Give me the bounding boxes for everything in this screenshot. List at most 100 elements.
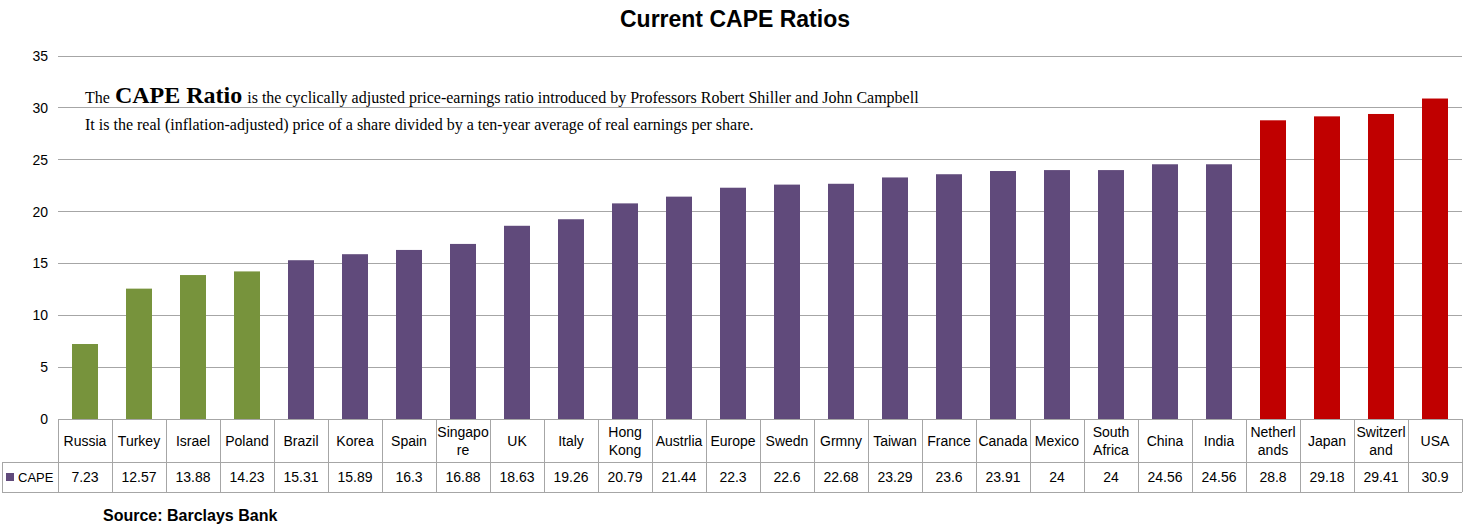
x-tick-label: Brazil [283,433,318,449]
table-value: 23.6 [935,469,962,485]
bar [450,244,476,419]
annotation: The CAPE Ratio is the cyclically adjusted … [85,82,919,108]
y-tick-label: 10 [32,307,48,323]
bar [720,188,746,419]
chart: 05101520253035Current CAPE RatiosTheCAPE… [0,0,1468,528]
table-line [2,462,1462,463]
x-tick-label: Mexico [1035,433,1080,449]
table-line [2,462,3,492]
y-tick-label: 25 [32,152,48,168]
y-tick-label: 15 [32,255,48,271]
table-line [1030,419,1031,492]
bar [1368,114,1394,419]
x-tick-label: Korea [336,433,374,449]
table-value: 24.56 [1201,469,1236,485]
table-value: 22.6 [773,469,800,485]
table-value: 12.57 [121,469,156,485]
table-value: 30.9 [1421,469,1448,485]
table-line [760,419,761,492]
grid-line [58,107,1462,108]
x-tick-label: Japan [1308,433,1346,449]
bar [882,177,908,419]
table-value: 7.23 [71,469,98,485]
table-value: 28.8 [1259,469,1286,485]
table-value: 18.63 [499,469,534,485]
table-line [976,419,977,492]
grid-line [58,263,1462,264]
table-value: 22.3 [719,469,746,485]
bar [666,197,692,419]
bar [180,275,206,419]
grid [58,56,1462,419]
table-line [814,419,815,492]
table-line [1462,419,1463,492]
table-line [1354,419,1355,492]
table-value: 29.18 [1309,469,1344,485]
bar [1260,120,1286,419]
table-line [274,419,275,492]
x-tick-label: China [1147,433,1184,449]
bar [1098,170,1124,419]
bar [936,174,962,419]
annotation-lead: The [85,89,110,106]
x-tick-label: Austrlia [656,433,703,449]
bar [126,289,152,419]
x-tick-label: Grmny [820,433,862,449]
x-tick-label: SouthAfrica [1093,424,1130,458]
table-line [382,419,383,492]
table-value: 15.31 [283,469,318,485]
table-value: 24 [1049,469,1065,485]
grid-line [58,315,1462,316]
bar [990,171,1016,419]
grid-line [58,159,1462,160]
table-line [328,419,329,492]
source: Source: Barclays Bank [103,507,277,524]
annotation-text: is the cyclically adjusted price-earning… [247,89,919,107]
y-tick-label: 0 [40,411,48,427]
table-line [1408,419,1409,492]
bar [288,260,314,419]
bar [1044,170,1070,419]
bar [234,271,260,419]
table-value: 15.89 [337,469,372,485]
bar [828,184,854,419]
x-tick-label: Swedn [766,433,809,449]
table-line [2,492,1462,493]
table-line [652,419,653,492]
data-table [2,419,1462,492]
bar [72,344,98,419]
x-tick-label: Singapore [437,424,489,458]
table-line [220,419,221,492]
table-line [490,419,491,492]
bar [1206,164,1232,419]
x-tick-label: Spain [391,433,427,449]
x-tick-label: HongKong [608,424,641,458]
table-value: 24 [1103,469,1119,485]
table-line [598,419,599,492]
table-value: 21.44 [661,469,696,485]
y-tick-label: 35 [32,48,48,64]
table-line [868,419,869,492]
table-value: 16.3 [395,469,422,485]
bar [1422,99,1448,419]
y-tick-label: 20 [32,204,48,220]
bar [774,185,800,419]
x-tick-label: France [927,433,971,449]
bar [396,250,422,419]
table-line [1246,419,1247,492]
table-line [544,419,545,492]
bar [504,226,530,419]
x-tick-label: UK [507,433,527,449]
table-value: 14.23 [229,469,264,485]
table-value: 23.29 [877,469,912,485]
bar [1314,116,1340,419]
x-tick-label: Switzerland [1356,424,1405,458]
grid-line [58,367,1462,368]
x-tick-label: Europe [710,433,755,449]
x-tick-label: Italy [558,433,584,449]
table-value: 20.79 [607,469,642,485]
legend-label: CAPE [18,470,54,485]
x-tick-label: USA [1421,433,1450,449]
annotation-term: CAPE Ratio [115,82,242,108]
annotation-line: It is the real (inflation-adjusted) pric… [85,116,754,134]
